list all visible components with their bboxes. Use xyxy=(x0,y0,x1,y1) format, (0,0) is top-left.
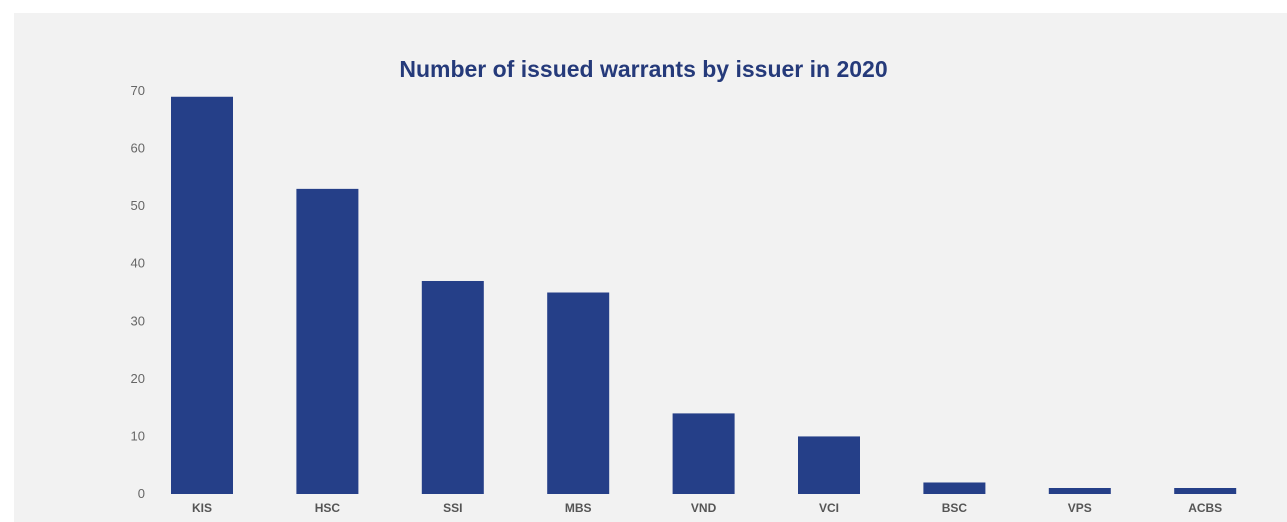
x-tick-label: VPS xyxy=(1068,501,1092,515)
y-tick-label: 70 xyxy=(131,83,145,98)
y-tick-label: 0 xyxy=(138,486,145,501)
y-tick-label: 20 xyxy=(131,371,145,386)
x-tick-label: KIS xyxy=(192,501,212,515)
y-tick-label: 60 xyxy=(131,141,145,156)
bar-kis xyxy=(171,96,233,494)
x-tick-label: VND xyxy=(691,501,717,515)
x-tick-label: HSC xyxy=(315,501,341,515)
y-tick-label: 30 xyxy=(131,313,145,328)
chart-title: Number of issued warrants by issuer in 2… xyxy=(399,56,888,82)
bar-mbs xyxy=(547,292,610,494)
bar-hsc xyxy=(296,188,359,494)
x-tick-label: SSI xyxy=(443,501,462,515)
bar-vci xyxy=(798,436,860,494)
bar-acbs xyxy=(1174,488,1237,494)
bar-ssi xyxy=(421,280,484,494)
y-tick-label: 50 xyxy=(131,198,145,213)
x-tick-label: ACBS xyxy=(1188,501,1222,515)
y-tick-label: 10 xyxy=(131,428,145,443)
bar-vnd xyxy=(672,413,735,494)
x-tick-label: VCI xyxy=(819,501,839,515)
x-tick-label: BSC xyxy=(942,501,968,515)
x-tick-label: MBS xyxy=(565,501,592,515)
bar-vps xyxy=(1048,488,1111,494)
y-tick-label: 40 xyxy=(131,256,145,271)
bar-bsc xyxy=(923,482,986,494)
